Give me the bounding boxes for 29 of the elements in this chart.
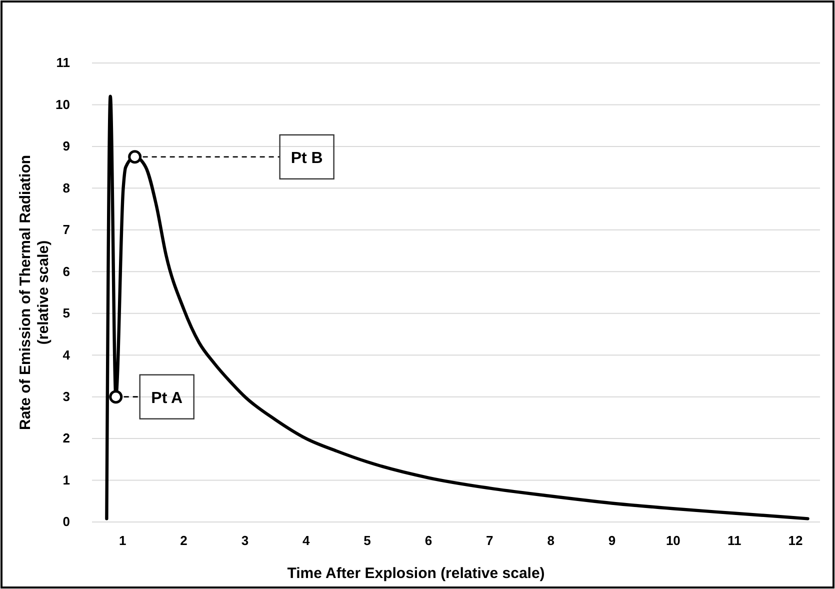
y-tick-label: 2 <box>62 430 70 446</box>
y-tick-label: 3 <box>62 388 70 404</box>
y-tick-label: 5 <box>62 306 70 321</box>
x-tick-label: 5 <box>364 533 371 548</box>
y-tick-label: 9 <box>62 138 70 154</box>
y-tick-label: 6 <box>62 264 70 279</box>
y-tick-label: 0 <box>62 514 70 530</box>
x-tick-label: 6 <box>424 533 432 548</box>
annotation: Pt B <box>290 150 323 167</box>
x-tick-label: 9 <box>608 533 616 548</box>
y-tick-label: 1 <box>62 472 70 488</box>
x-tick-label: 2 <box>180 533 188 548</box>
x-tick-label: 4 <box>302 533 310 548</box>
annotation: Pt A <box>151 390 184 407</box>
y-tick-label: 4 <box>62 347 71 362</box>
x-tick-label: 8 <box>547 533 554 548</box>
x-tick-label: 10 <box>666 533 680 548</box>
y-tick-label: 11 <box>56 55 70 70</box>
x-tick-label: 11 <box>727 533 742 548</box>
line-series <box>105 94 810 520</box>
x-tick-label: 3 <box>241 533 249 548</box>
x-tick-label: 1 <box>118 533 126 548</box>
x-axis-title: Time After Explosion (relative scale) <box>287 565 545 582</box>
y-tick-label: 10 <box>56 96 70 112</box>
x-tick-label: 12 <box>788 533 803 548</box>
y-tick-label: 7 <box>62 222 70 238</box>
y-axis-title: Rate of Emission of Thermal Radiation (relative scale) <box>17 154 52 430</box>
y-tick-label: 8 <box>62 180 70 196</box>
x-tick-label: 7 <box>486 533 494 548</box>
